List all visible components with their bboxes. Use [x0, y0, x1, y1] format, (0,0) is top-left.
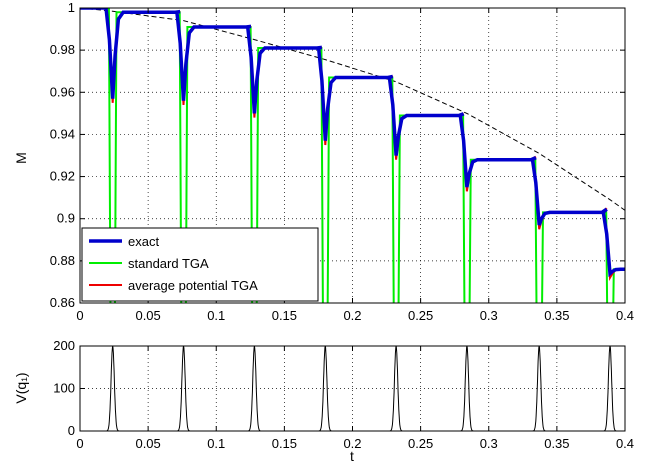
top-x-tick-label: 0.1: [207, 308, 225, 323]
top-y-tick-label: 0.98: [50, 42, 75, 57]
top-grid: [80, 8, 625, 303]
envelope-dashed-line: [80, 8, 625, 211]
bottom-chart-panel: 0 0.05 0.1 0.15 0.2 0.25 0.3 0.35 0.4 0 100 200 V(q…: [13, 338, 634, 464]
top-ticks: 0 0.05 0.1 0.15 0.2 0.25 0.3 0.35 0.4 0.86 0.88 0.9…: [50, 0, 634, 323]
bottom-y-axis-label: V(q₁): [13, 372, 29, 403]
top-y-tick-label: 0.88: [50, 253, 75, 268]
top-x-tick-label: 0.25: [408, 308, 433, 323]
bottom-y-tick-label: 100: [53, 381, 75, 396]
top-y-tick-label: 0.86: [50, 295, 75, 310]
legend: exact standard TGA average potential TGA: [81, 227, 319, 302]
legend-label: exact: [128, 234, 159, 249]
top-y-tick-label: 0.9: [57, 211, 75, 226]
bottom-y-tick-label: 200: [53, 338, 75, 353]
bottom-grid: [80, 346, 625, 431]
top-y-tick-label: 1: [68, 0, 75, 15]
top-x-tick-label: 0.05: [135, 308, 160, 323]
top-y-axis-label: M: [13, 152, 29, 164]
bottom-x-tick-label: 0.25: [408, 436, 433, 451]
bottom-x-tick-label: 0.4: [616, 436, 634, 451]
bottom-x-tick-label: 0.35: [544, 436, 569, 451]
top-x-tick-label: 0: [76, 308, 83, 323]
bottom-x-tick-label: 0.05: [135, 436, 160, 451]
bottom-ticks: 0 0.05 0.1 0.15 0.2 0.25 0.3 0.35 0.4 0 100 200: [53, 338, 634, 451]
top-x-tick-label: 0.15: [272, 308, 297, 323]
potential-pulse: [105, 345, 120, 432]
bottom-x-tick-label: 0.15: [272, 436, 297, 451]
top-chart-panel: 0 0.05 0.1 0.15 0.2 0.25 0.3 0.35 0.4 0.86 0.88 0.9…: [13, 0, 634, 323]
bottom-x-tick-label: 0.3: [480, 436, 498, 451]
legend-label: standard TGA: [128, 256, 209, 271]
bottom-x-tick-label: 0.2: [343, 436, 361, 451]
top-y-tick-label: 0.92: [50, 169, 75, 184]
series-exact-line: [80, 8, 625, 278]
bottom-x-axis-label: t: [350, 448, 354, 464]
bottom-x-tick-label: 0.1: [207, 436, 225, 451]
top-x-tick-label: 0.4: [616, 308, 634, 323]
top-x-tick-label: 0.2: [343, 308, 361, 323]
top-x-tick-label: 0.35: [544, 308, 569, 323]
top-y-tick-label: 0.94: [50, 126, 75, 141]
bottom-y-tick-label: 0: [68, 423, 75, 438]
legend-label: average potential TGA: [128, 278, 258, 293]
top-x-tick-label: 0.3: [480, 308, 498, 323]
top-y-tick-label: 0.96: [50, 84, 75, 99]
bottom-x-tick-label: 0: [76, 436, 83, 451]
